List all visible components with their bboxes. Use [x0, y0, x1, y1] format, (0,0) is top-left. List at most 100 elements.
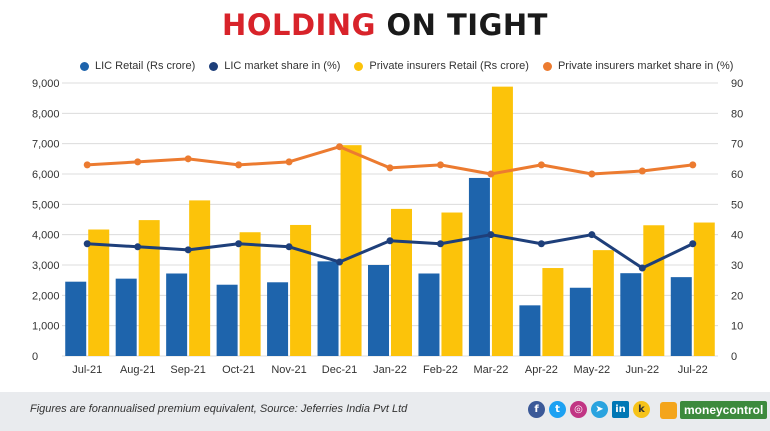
legend-label: LIC market share in (%): [224, 60, 341, 72]
x-tick-label: Sep-21: [170, 364, 205, 376]
bar-lic-retail: [368, 265, 389, 356]
lic-share-point: [487, 231, 495, 239]
private-share-point: [537, 161, 545, 169]
twitter-icon[interactable]: t: [549, 401, 566, 418]
lic-share-point: [285, 243, 293, 251]
brand-logo[interactable]: moneycontrol: [660, 401, 768, 419]
private-share-point: [336, 143, 344, 151]
x-tick-label: May-22: [574, 364, 611, 376]
private-share-point: [436, 161, 444, 169]
x-tick-label: Dec-21: [322, 364, 357, 376]
brand-mark: [660, 401, 677, 419]
legend-swatch: [209, 61, 219, 71]
lic-share-point: [184, 246, 192, 254]
combo-chart: 0 1,000 2,000 3,000 4,000 5,000 6,000 7,000 8,00…: [32, 78, 743, 376]
brand-name: moneycontrol: [680, 401, 768, 419]
lic-share-point: [134, 243, 142, 251]
linkedin-icon[interactable]: in: [612, 401, 629, 418]
source-note: Figures are forannualised premium equiva…: [30, 403, 408, 415]
x-tick-label: Jul-21: [72, 364, 102, 376]
y-tick-label-right: 0: [731, 351, 737, 363]
bar-private-retail: [189, 200, 211, 356]
private-share-point: [235, 161, 243, 169]
private-share-point: [83, 161, 91, 169]
y-tick-label-left: 1,000: [32, 321, 60, 333]
y-tick-label-left: 5,000: [32, 199, 60, 211]
private-share-point: [134, 158, 142, 166]
private-share-point: [689, 161, 697, 169]
bar-private-retail: [340, 145, 362, 356]
legend-swatch: [354, 61, 364, 71]
y-tick-label-right: 40: [731, 230, 743, 242]
x-tick-label: Mar-22: [474, 364, 509, 376]
x-tick-label: Oct-21: [222, 364, 255, 376]
bar-private-retail: [138, 220, 160, 356]
y-tick-label-left: 6,000: [32, 169, 60, 181]
bar-lic-retail: [569, 287, 591, 356]
private-share-point: [638, 167, 646, 175]
x-tick-label: Jun-22: [625, 364, 659, 376]
bar-private-retail: [441, 212, 463, 356]
lic-share-point: [537, 240, 545, 248]
lic-share-point: [689, 240, 697, 248]
y-tick-label-left: 4,000: [32, 230, 60, 242]
legend: LIC Retail (Rs crore) LIC market share i…: [80, 60, 733, 72]
title-rest: ON TIGHT: [386, 8, 548, 42]
x-tick-label: Nov-21: [271, 364, 306, 376]
facebook-icon[interactable]: f: [528, 401, 545, 418]
x-tick-label: Feb-22: [423, 364, 458, 376]
lic-share-point: [235, 240, 243, 248]
legend-swatch: [80, 61, 89, 71]
bar-private-retail: [643, 225, 665, 356]
y-tick-label-right: 60: [731, 169, 743, 181]
x-tick-label: Apr-22: [525, 364, 558, 376]
footer: Figures are forannualised premium equiva…: [0, 392, 770, 431]
x-tick-label: Aug-21: [120, 364, 155, 376]
legend-label: Private insurers Retail (Rs crore): [369, 60, 529, 72]
y-tick-label-left: 0: [32, 351, 38, 363]
legend-item-private-retail: Private insurers Retail (Rs crore): [354, 60, 529, 72]
social-icons: f t ◎ ➤ in k: [528, 401, 650, 418]
bar-lic-retail: [468, 177, 490, 356]
y-tick-label-right: 90: [731, 78, 743, 90]
bar-lic-retail: [519, 305, 541, 356]
legend-swatch: [542, 61, 552, 71]
lic-share-point: [83, 240, 91, 248]
telegram-icon[interactable]: ➤: [591, 401, 608, 418]
y-tick-label-left: 3,000: [32, 260, 60, 272]
y-tick-label-left: 2,000: [32, 290, 60, 302]
private-share-point: [588, 170, 596, 178]
y-tick-label-left: 8,000: [32, 108, 60, 120]
y-tick-label-right: 80: [731, 108, 743, 120]
bar-private-retail: [88, 229, 110, 356]
bar-lic-retail: [317, 261, 339, 356]
y-tick-label-right: 30: [731, 260, 743, 272]
x-tick-label: Jan-22: [373, 364, 407, 376]
y-tick-label-right: 50: [731, 199, 743, 211]
lic-share-point: [588, 231, 596, 239]
koo-icon[interactable]: k: [633, 401, 650, 418]
legend-label: Private insurers market share in (%): [557, 60, 734, 72]
bar-private-retail: [592, 250, 614, 356]
private-share-point: [184, 155, 192, 163]
bar-lic-retail: [115, 278, 137, 356]
private-share-point: [487, 170, 495, 178]
bar-lic-retail: [418, 273, 440, 356]
bar-lic-retail: [670, 277, 692, 356]
bar-lic-retail: [620, 273, 642, 356]
legend-item-lic-share: LIC market share in (%): [209, 60, 340, 72]
instagram-icon[interactable]: ◎: [570, 401, 587, 418]
lic-share-point: [336, 258, 344, 266]
legend-item-private-share: Private insurers market share in (%): [542, 60, 734, 72]
bar-lic-retail: [216, 284, 238, 356]
y-tick-label-right: 70: [731, 139, 743, 151]
y-tick-label-right: 20: [731, 290, 743, 302]
bar-private-retail: [693, 222, 715, 356]
legend-item-lic-retail: LIC Retail (Rs crore): [80, 60, 195, 72]
bar-private-retail: [391, 208, 412, 356]
bar-lic-retail: [166, 273, 188, 356]
private-share-point: [386, 164, 394, 172]
y-tick-label-right: 10: [731, 321, 743, 333]
private-share-point: [285, 158, 293, 166]
